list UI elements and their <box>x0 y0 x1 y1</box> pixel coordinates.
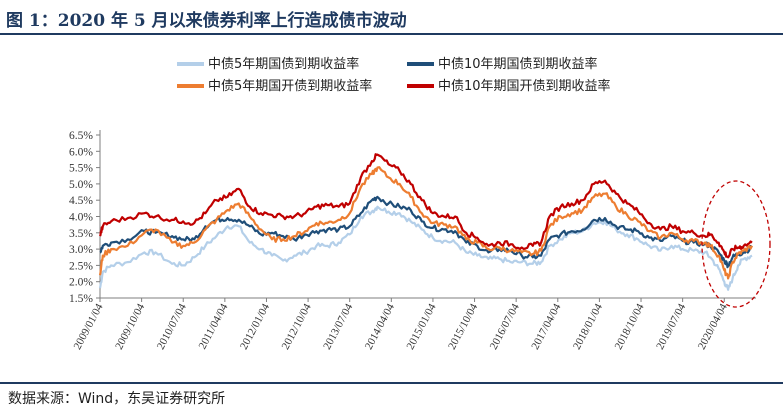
y-tick-label: 2.0% <box>69 277 93 289</box>
y-tick-label: 6.0% <box>69 146 93 158</box>
x-tick-label: 2009/10/04 <box>113 301 147 351</box>
figure-title: 图 1：2020 年 5 月以来债券利率上行造成债市波动 <box>6 11 407 31</box>
x-tick-label: 2012/10/04 <box>280 301 314 351</box>
x-tick-label: 2018/01/04 <box>571 301 605 351</box>
x-tick-label: 2011/04/04 <box>197 301 231 351</box>
y-tick-label: 3.0% <box>69 244 93 256</box>
x-tick-label: 2016/07/04 <box>488 301 522 351</box>
y-tick-label: 1.5% <box>69 293 93 305</box>
x-tick-label: 2019/07/04 <box>654 301 688 351</box>
title-divider <box>0 33 783 35</box>
x-tick-label: 2012/01/04 <box>238 301 272 351</box>
x-tick-label: 2015/01/04 <box>404 301 438 351</box>
figure-source: 数据来源：Wind，东吴证券研究所 <box>8 391 226 407</box>
x-tick-label: 2013/07/04 <box>321 301 355 351</box>
series-line-3 <box>98 166 753 280</box>
y-tick-label: 4.5% <box>69 195 93 207</box>
series-line-1 <box>98 205 753 291</box>
x-tick-label: 2017/04/04 <box>529 301 563 351</box>
legend-label-4: 中债10年期国开债到期收益率 <box>438 78 611 94</box>
source-divider <box>0 382 783 384</box>
y-tick-label: 2.5% <box>69 260 93 272</box>
x-tick-label: 2015/10/04 <box>446 301 480 351</box>
legend-label-2: 中债10年期国债到期收益率 <box>438 56 598 72</box>
highlight-ellipse <box>701 180 771 308</box>
legend-label-3: 中债5年期国开债到期收益率 <box>208 78 372 94</box>
x-tick-label: 2010/07/04 <box>155 301 189 351</box>
y-tick-label: 6.5% <box>69 130 93 142</box>
y-tick-label: 5.0% <box>69 179 93 191</box>
series-line-2 <box>99 195 753 269</box>
chart-series-lines <box>98 153 753 291</box>
series-line-4 <box>98 153 753 259</box>
x-tick-label: 2009/01/04 <box>72 301 106 351</box>
y-tick-label: 5.5% <box>69 163 93 175</box>
x-tick-label: 2020/04/04 <box>696 301 730 351</box>
x-tick-label: 2018/10/04 <box>613 301 647 351</box>
legend-label-1: 中债5年期国债到期收益率 <box>208 56 359 72</box>
y-tick-label: 4.0% <box>69 212 93 224</box>
x-tick-label: 2014/04/04 <box>363 301 397 351</box>
y-tick-label: 3.5% <box>69 228 93 240</box>
